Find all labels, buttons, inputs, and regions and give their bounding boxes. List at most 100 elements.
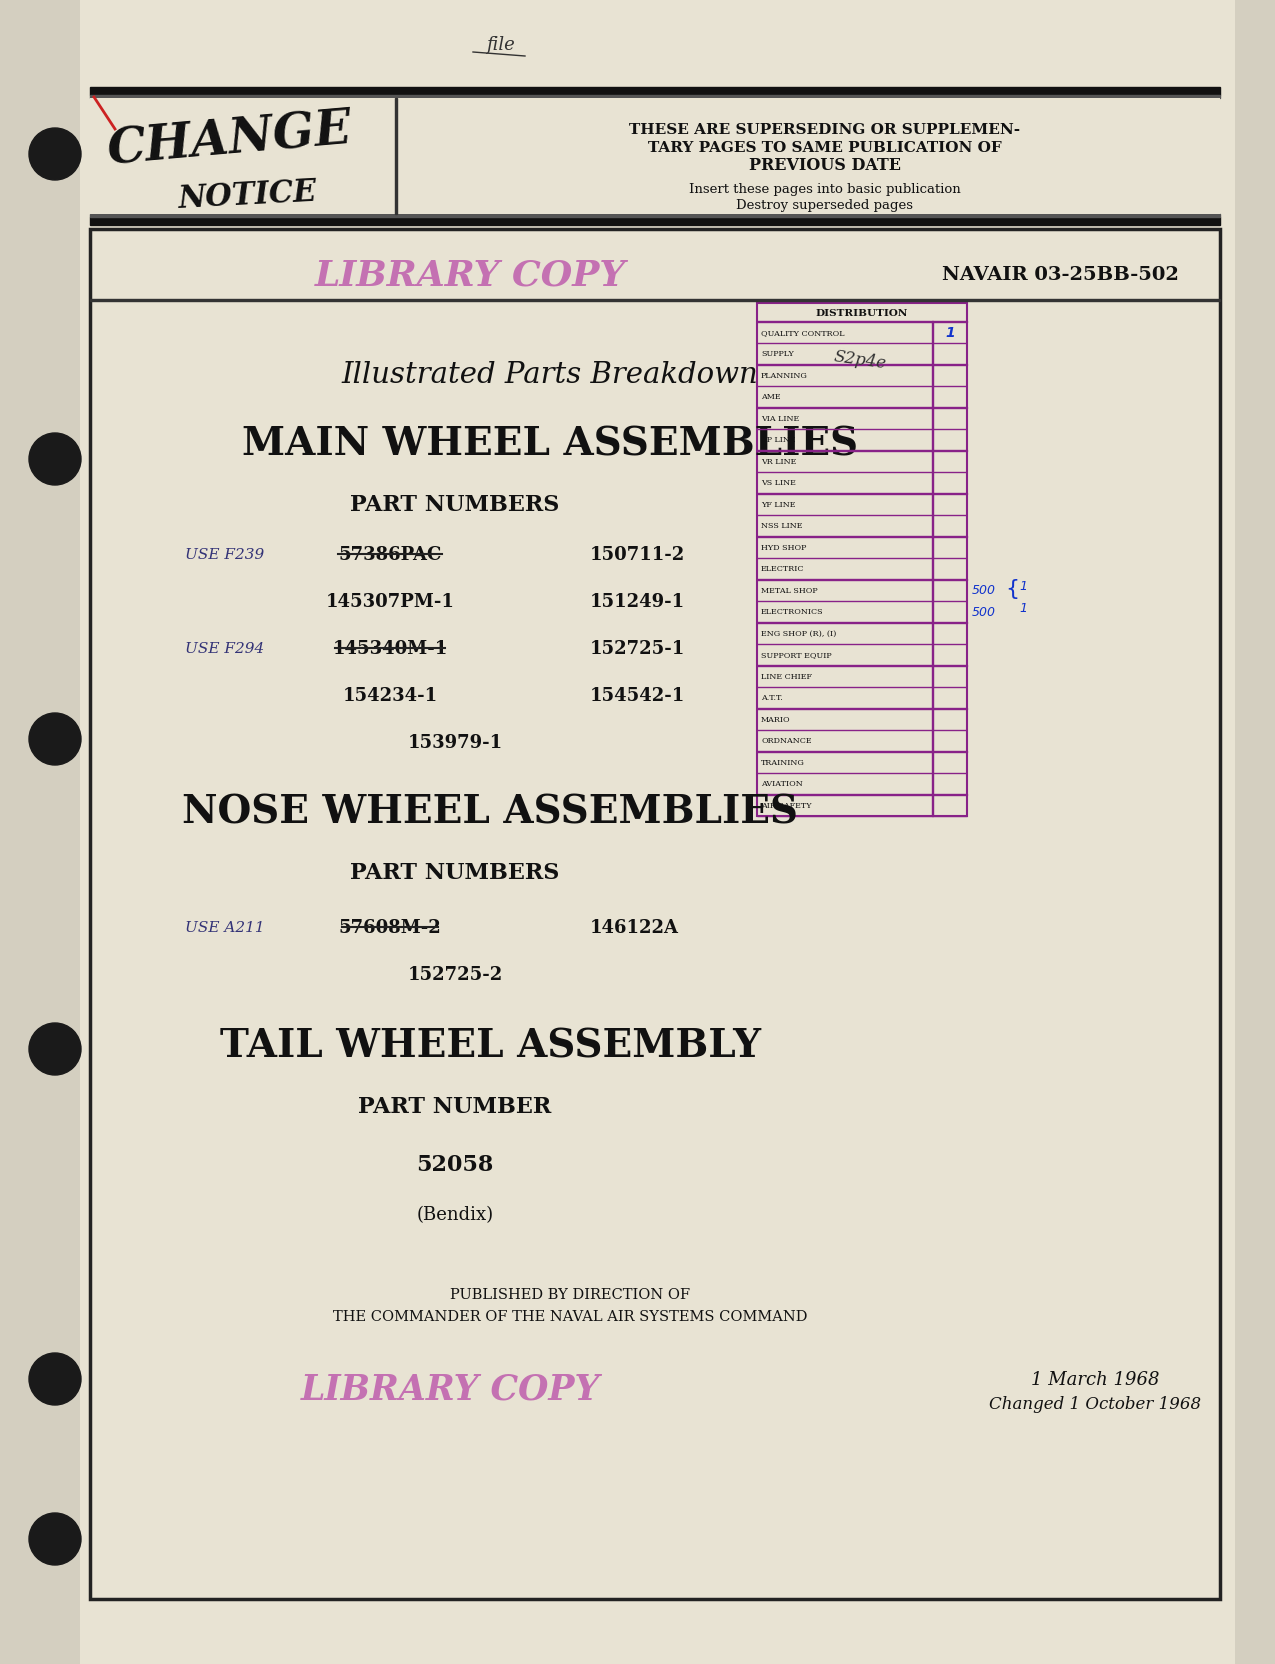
Text: MARIO: MARIO bbox=[761, 716, 790, 724]
Bar bbox=[757, 386, 966, 408]
Text: AVIATION: AVIATION bbox=[761, 780, 803, 787]
Polygon shape bbox=[91, 98, 405, 215]
Bar bbox=[757, 429, 966, 451]
Text: NSS LINE: NSS LINE bbox=[761, 522, 802, 529]
Bar bbox=[390, 98, 1220, 215]
Text: 154234-1: 154234-1 bbox=[343, 687, 437, 704]
Text: 52058: 52058 bbox=[417, 1153, 493, 1175]
Bar bbox=[757, 473, 966, 494]
Text: LIBRARY COPY: LIBRARY COPY bbox=[315, 258, 626, 291]
Circle shape bbox=[29, 434, 82, 486]
Bar bbox=[757, 408, 966, 429]
Text: PART NUMBER: PART NUMBER bbox=[358, 1095, 552, 1117]
Text: TAIL WHEEL ASSEMBLY: TAIL WHEEL ASSEMBLY bbox=[219, 1027, 760, 1065]
Circle shape bbox=[29, 1023, 82, 1075]
Text: THE COMMANDER OF THE NAVAL AIR SYSTEMS COMMAND: THE COMMANDER OF THE NAVAL AIR SYSTEMS C… bbox=[333, 1310, 807, 1323]
Text: 1: 1 bbox=[1019, 601, 1026, 614]
Text: SUPPORT EQUIP: SUPPORT EQUIP bbox=[761, 651, 831, 659]
Bar bbox=[91, 97, 1220, 98]
Text: HYD SHOP: HYD SHOP bbox=[761, 544, 806, 551]
Text: USE A211: USE A211 bbox=[185, 920, 265, 935]
Text: SUPPLY: SUPPLY bbox=[761, 349, 794, 358]
Text: AME: AME bbox=[761, 393, 780, 401]
Text: VS LINE: VS LINE bbox=[761, 479, 796, 488]
Bar bbox=[91, 98, 390, 215]
Text: MAIN WHEEL ASSEMBLIES: MAIN WHEEL ASSEMBLIES bbox=[242, 426, 858, 464]
Text: 500: 500 bbox=[972, 584, 996, 597]
Bar bbox=[757, 752, 966, 774]
Bar bbox=[757, 516, 966, 537]
Circle shape bbox=[29, 128, 82, 181]
Text: TARY PAGES TO SAME PUBLICATION OF: TARY PAGES TO SAME PUBLICATION OF bbox=[648, 141, 1002, 155]
Text: PART NUMBERS: PART NUMBERS bbox=[351, 494, 560, 516]
Bar bbox=[757, 774, 966, 794]
Text: METAL SHOP: METAL SHOP bbox=[761, 586, 817, 594]
Circle shape bbox=[29, 1353, 82, 1404]
Text: 145307PM-1: 145307PM-1 bbox=[325, 592, 454, 611]
Bar bbox=[757, 557, 966, 579]
Bar bbox=[91, 215, 1220, 218]
Text: PART NUMBERS: PART NUMBERS bbox=[351, 862, 560, 884]
Text: QUALITY CONTROL: QUALITY CONTROL bbox=[761, 328, 844, 336]
Text: S2p4e: S2p4e bbox=[833, 348, 887, 371]
Text: Changed 1 October 1968: Changed 1 October 1968 bbox=[989, 1396, 1201, 1413]
Text: 151249-1: 151249-1 bbox=[590, 592, 685, 611]
Bar bbox=[757, 494, 966, 516]
Text: NOSE WHEEL ASSEMBLIES: NOSE WHEEL ASSEMBLIES bbox=[182, 794, 798, 832]
Text: VP LINE: VP LINE bbox=[761, 436, 796, 444]
Bar bbox=[757, 537, 966, 557]
Text: ELECTRONICS: ELECTRONICS bbox=[761, 607, 824, 616]
Text: PLANNING: PLANNING bbox=[761, 371, 808, 379]
Bar bbox=[757, 305, 966, 815]
Text: 146122A: 146122A bbox=[590, 919, 680, 937]
Text: DISTRIBUTION: DISTRIBUTION bbox=[816, 308, 908, 318]
Bar bbox=[757, 622, 966, 644]
Text: 1: 1 bbox=[945, 326, 955, 339]
Text: 1 March 1968: 1 March 1968 bbox=[1030, 1369, 1159, 1388]
Text: VIA LINE: VIA LINE bbox=[761, 414, 799, 423]
Bar bbox=[91, 218, 1220, 226]
Bar bbox=[91, 88, 1220, 97]
Text: VR LINE: VR LINE bbox=[761, 458, 797, 466]
Text: {: { bbox=[1005, 579, 1019, 599]
Bar bbox=[91, 230, 1220, 1599]
Text: PUBLISHED BY DIRECTION OF: PUBLISHED BY DIRECTION OF bbox=[450, 1288, 690, 1301]
Text: 154542-1: 154542-1 bbox=[590, 687, 685, 704]
Text: CHANGE: CHANGE bbox=[106, 106, 354, 175]
Bar bbox=[757, 730, 966, 752]
Bar bbox=[757, 644, 966, 666]
Text: TRAINING: TRAINING bbox=[761, 759, 805, 767]
Text: 152725-2: 152725-2 bbox=[408, 965, 502, 983]
Text: ORDNANCE: ORDNANCE bbox=[761, 737, 812, 745]
Text: 57608M-2: 57608M-2 bbox=[339, 919, 441, 937]
Bar bbox=[757, 666, 966, 687]
Text: file: file bbox=[486, 37, 514, 53]
Circle shape bbox=[29, 1513, 82, 1566]
Text: 145340M-1: 145340M-1 bbox=[333, 639, 448, 657]
Bar bbox=[757, 451, 966, 473]
Text: 153979-1: 153979-1 bbox=[408, 734, 502, 752]
Text: YF LINE: YF LINE bbox=[761, 501, 796, 509]
Text: Illustrated Parts Breakdown: Illustrated Parts Breakdown bbox=[342, 361, 759, 389]
Text: 152725-1: 152725-1 bbox=[590, 639, 685, 657]
Text: 150711-2: 150711-2 bbox=[590, 546, 685, 564]
Text: USE F294: USE F294 bbox=[185, 642, 264, 656]
Text: LINE CHIEF: LINE CHIEF bbox=[761, 672, 812, 681]
Text: ELECTRIC: ELECTRIC bbox=[761, 564, 805, 572]
Text: 500: 500 bbox=[972, 606, 996, 619]
Text: USE F239: USE F239 bbox=[185, 547, 264, 562]
Bar bbox=[757, 794, 966, 815]
Text: NOTICE: NOTICE bbox=[177, 176, 319, 215]
Text: A.T.T.: A.T.T. bbox=[761, 694, 783, 702]
Text: Destroy superseded pages: Destroy superseded pages bbox=[737, 200, 913, 213]
Text: ENG SHOP (R), (I): ENG SHOP (R), (I) bbox=[761, 629, 836, 637]
Bar bbox=[757, 343, 966, 364]
Bar bbox=[395, 98, 397, 215]
Text: AIR SAFETY: AIR SAFETY bbox=[761, 802, 812, 809]
Bar bbox=[757, 579, 966, 601]
Bar bbox=[757, 709, 966, 730]
Text: (Bendix): (Bendix) bbox=[417, 1205, 493, 1223]
Bar bbox=[757, 364, 966, 386]
Text: Insert these pages into basic publication: Insert these pages into basic publicatio… bbox=[688, 183, 961, 196]
Text: NAVAIR 03-25BB-502: NAVAIR 03-25BB-502 bbox=[941, 266, 1178, 285]
